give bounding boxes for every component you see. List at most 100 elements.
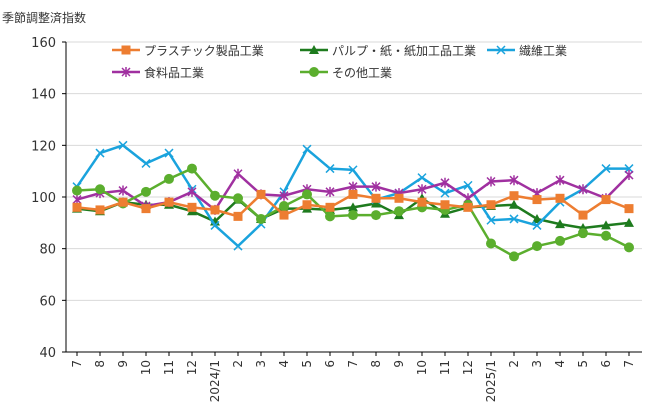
data-point	[509, 199, 519, 209]
data-point	[371, 181, 381, 192]
legend-marker	[121, 45, 131, 55]
data-point	[624, 204, 634, 214]
data-point	[601, 164, 611, 174]
y-tick-label: 40	[39, 346, 56, 361]
data-point	[164, 197, 174, 207]
data-point	[532, 195, 542, 205]
y-tick-label: 160	[31, 36, 56, 51]
data-point	[394, 193, 404, 203]
data-point	[348, 202, 358, 212]
x-tick-label: 10	[139, 360, 153, 375]
data-point	[578, 210, 588, 220]
x-tick-label: 2025/1	[484, 360, 498, 402]
data-point	[624, 217, 634, 227]
y-tick-label: 80	[39, 243, 56, 258]
data-point	[624, 242, 634, 253]
legend-item: その他工業	[300, 66, 392, 80]
legend-label: その他工業	[332, 66, 392, 80]
data-point	[417, 197, 427, 207]
x-tick-label: 6	[599, 360, 613, 368]
data-point	[601, 195, 611, 205]
data-point	[256, 213, 266, 224]
data-point	[279, 201, 289, 212]
legend-item: 食料品工業	[112, 65, 204, 80]
x-tick-label: 12	[185, 360, 199, 375]
data-point	[463, 180, 473, 190]
data-point	[509, 175, 519, 186]
data-point	[417, 184, 427, 195]
data-point	[348, 189, 358, 199]
x-tick-label: 7	[622, 360, 636, 368]
data-point	[210, 190, 220, 201]
legend-label: 繊維工業	[519, 44, 567, 58]
data-point	[394, 206, 404, 217]
legend-marker	[496, 45, 506, 55]
legend-label: プラスチック製品工業	[144, 44, 264, 58]
data-point	[624, 164, 634, 174]
data-point	[532, 220, 542, 230]
x-tick-label: 11	[162, 360, 176, 375]
data-point	[187, 163, 197, 174]
data-point	[256, 189, 266, 199]
data-point	[325, 211, 335, 222]
x-tick-label: 5	[300, 360, 314, 368]
data-point	[486, 200, 496, 210]
data-point	[371, 210, 381, 221]
legend-item: 繊維工業	[487, 44, 567, 58]
data-point	[440, 200, 450, 210]
x-tick-label: 8	[93, 360, 107, 368]
data-point	[578, 228, 588, 239]
data-point	[210, 220, 220, 230]
x-tick-label: 2	[231, 360, 245, 368]
x-tick-label: 6	[323, 360, 337, 368]
x-tick-label: 2	[507, 360, 521, 368]
legend-label: 食料品工業	[144, 65, 204, 80]
data-point	[486, 238, 496, 249]
data-point	[118, 185, 128, 196]
data-point	[486, 215, 496, 225]
x-tick-label: 2024/1	[208, 360, 222, 402]
data-point	[371, 198, 381, 208]
data-point	[601, 220, 611, 230]
data-point	[95, 184, 105, 195]
data-point	[348, 210, 358, 221]
x-tick-label: 10	[415, 360, 429, 375]
data-point	[302, 144, 312, 154]
data-point	[164, 148, 174, 158]
data-point	[233, 211, 243, 221]
series-square	[72, 189, 634, 221]
legend-marker	[309, 67, 319, 77]
data-point	[440, 177, 450, 188]
data-point	[72, 185, 82, 196]
y-tick-label: 60	[39, 294, 56, 309]
data-point	[141, 204, 151, 214]
x-tick-label: 7	[346, 360, 360, 368]
data-point	[348, 165, 358, 175]
data-point	[601, 230, 611, 241]
data-point	[486, 176, 496, 187]
data-point	[325, 186, 335, 197]
data-point	[302, 200, 312, 210]
x-tick-label: 7	[70, 360, 84, 368]
data-point	[509, 191, 519, 201]
data-point	[118, 140, 128, 150]
x-tick-label: 9	[116, 360, 130, 368]
data-point	[555, 219, 565, 229]
data-point	[164, 173, 174, 184]
data-point	[463, 202, 473, 212]
legend-marker	[121, 67, 131, 77]
data-point	[233, 168, 243, 179]
data-point	[578, 184, 588, 195]
data-point	[187, 202, 197, 212]
data-point	[417, 173, 427, 183]
data-point	[302, 189, 312, 200]
x-tick-label: 4	[553, 360, 567, 368]
data-point	[95, 148, 105, 158]
x-tick-label: 11	[438, 360, 452, 375]
data-point	[509, 251, 519, 262]
data-point	[141, 158, 151, 168]
x-tick-label: 8	[369, 360, 383, 368]
data-point	[187, 186, 197, 197]
y-axis-label: 季節調整済指数	[2, 10, 86, 25]
